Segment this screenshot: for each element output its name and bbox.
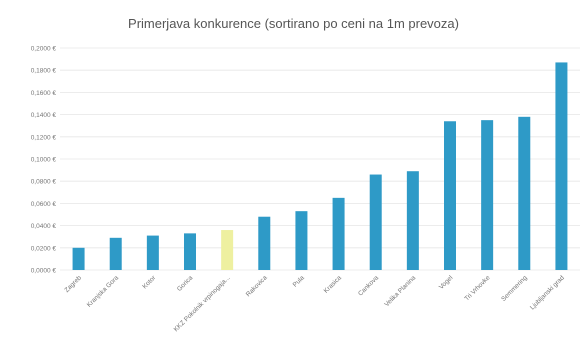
bar-11 (481, 120, 494, 271)
bar-6 (295, 211, 308, 270)
x-category-label: Zagreb (63, 274, 83, 294)
bar-3 (184, 233, 196, 270)
y-tick-label: 0,0800 € (31, 179, 57, 186)
chart-title: Primerjava konkurence (sortirano po ceni… (128, 16, 459, 31)
x-category-label: Gorica (176, 274, 195, 293)
y-tick-label: 0,2000 € (31, 46, 57, 53)
x-category-label: Kotor (141, 274, 158, 291)
y-tick-label: 0,0000 € (31, 268, 57, 275)
bar-10 (444, 121, 456, 270)
x-category-label: Krasica (323, 274, 344, 295)
bar-0 (72, 247, 85, 270)
bars (72, 62, 568, 271)
x-category-label: Kranjska Gora (86, 274, 121, 309)
bar-8 (369, 174, 382, 270)
y-tick-label: 0,1400 € (31, 112, 57, 119)
y-tick-label: 0,1600 € (31, 90, 57, 97)
x-category-label: Pula (292, 274, 306, 288)
x-category-label: Velika Planina (383, 274, 417, 308)
y-axis-ticks: 0,0000 € 0,0200 € 0,0400 € 0,0600 € 0,0800 €… (31, 46, 57, 275)
x-category-label: Vogel (438, 274, 455, 291)
x-category-label: Tri Vrhovke (463, 274, 491, 302)
bar-13 (555, 62, 568, 271)
x-category-label: Cankova (357, 274, 380, 297)
y-tick-label: 0,1000 € (31, 157, 57, 164)
gridlines (60, 47, 580, 271)
y-tick-label: 0,0600 € (31, 201, 57, 208)
bar-7 (332, 197, 345, 270)
y-tick-label: 0,0400 € (31, 223, 57, 230)
bar-2 (146, 235, 159, 270)
y-tick-label: 0,1200 € (31, 134, 57, 141)
x-category-label: Ljubljanski grad (529, 274, 566, 311)
bar-4 (221, 230, 234, 270)
bar-1 (109, 237, 122, 270)
bar-9 (406, 171, 419, 270)
y-tick-label: 0,1800 € (31, 68, 57, 75)
bar-12 (518, 116, 531, 270)
x-category-label: Semmering (500, 274, 529, 303)
y-tick-label: 0,0200 € (31, 245, 57, 252)
bar-5 (258, 216, 271, 270)
x-category-label: Rakovica (245, 274, 269, 298)
